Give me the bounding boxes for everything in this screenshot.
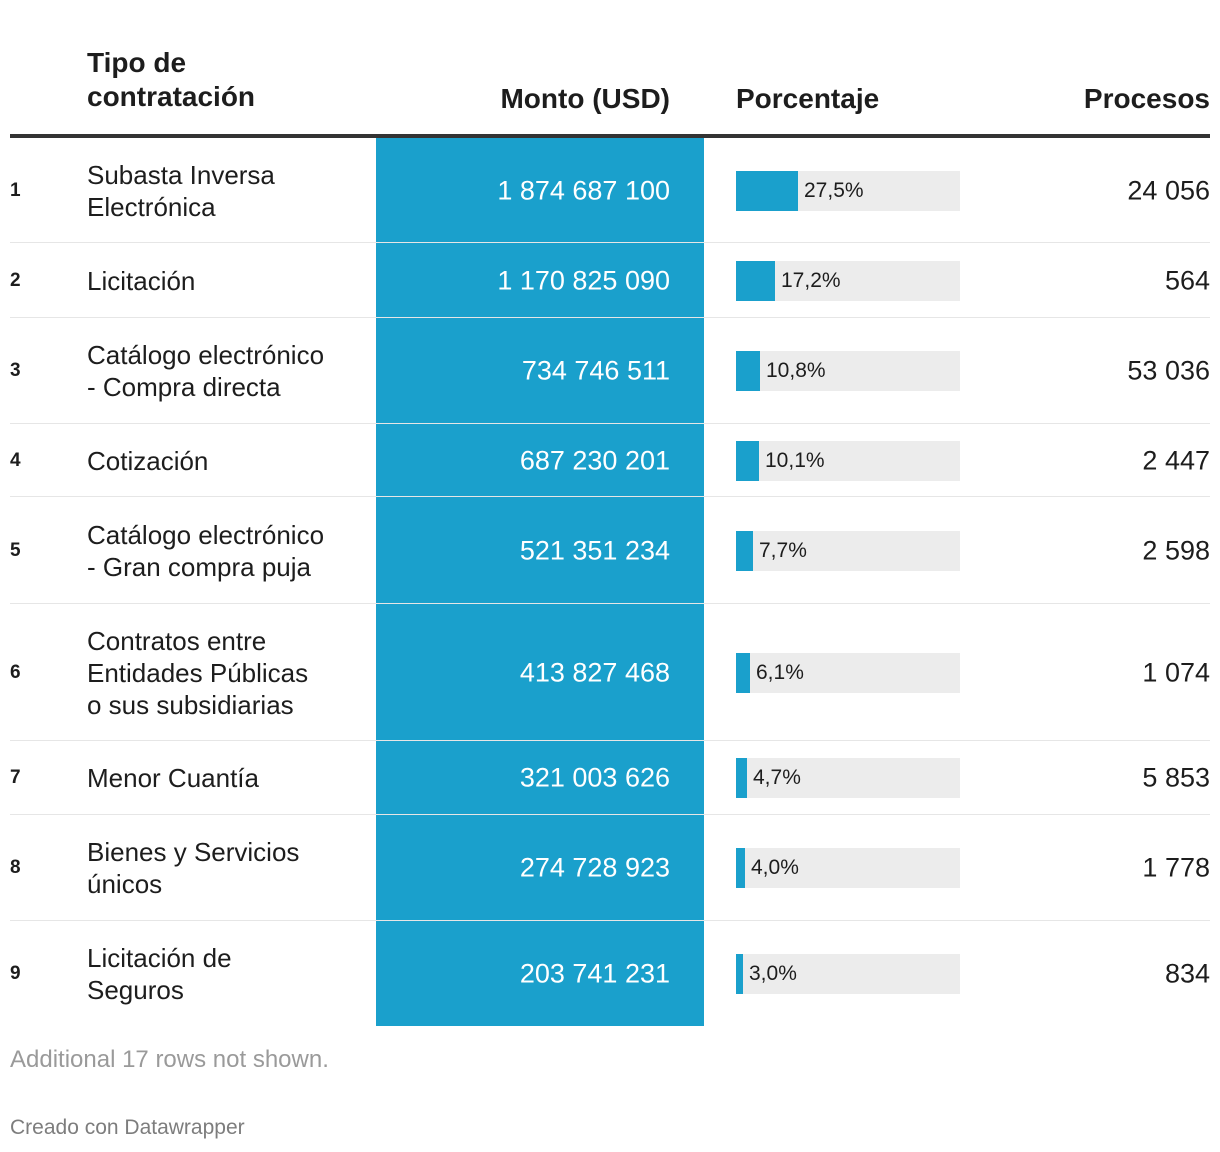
row-rank: 3 <box>10 360 21 381</box>
row-monto: 413 827 468 <box>519 657 670 687</box>
pct-bar <box>736 848 745 888</box>
row-divider <box>10 317 1210 318</box>
row-divider <box>10 603 1210 604</box>
row-procesos: 24 056 <box>1127 175 1210 205</box>
contract-table: Tipo de contratación Monto (USD) Porcent… <box>10 0 1210 1030</box>
row-tipo: Bienes y Servicios únicos <box>87 837 300 899</box>
row-tipo: Subasta Inversa Electrónica <box>87 159 275 222</box>
row-divider <box>10 814 1210 815</box>
table-row: 6 Contratos entre Entidades Públicas o sus … <box>10 604 1210 741</box>
credit: Creado con Datawrapper <box>10 1116 245 1139</box>
pct-label: 27,5% <box>804 178 864 202</box>
row-rank: 2 <box>10 269 21 291</box>
row-monto: 321 003 626 <box>519 762 670 793</box>
row-rank: 7 <box>10 767 21 788</box>
pct-label: 6,1% <box>756 660 804 684</box>
monto-column-highlight <box>376 138 704 1026</box>
pct-bar <box>736 953 743 994</box>
row-procesos: 834 <box>1164 958 1210 988</box>
row-procesos: 53 036 <box>1127 355 1210 386</box>
row-monto: 734 746 511 <box>521 355 670 386</box>
row-rank: 4 <box>10 449 21 471</box>
row-tipo: Catálogo electrónico - Compra directa <box>87 340 325 402</box>
row-monto: 1 170 825 090 <box>497 265 670 295</box>
pct-bar <box>736 758 747 798</box>
row-tipo: Cotización <box>87 445 209 476</box>
pct-label: 4,7% <box>753 766 801 789</box>
pct-bar <box>736 440 759 481</box>
row-procesos: 2 598 <box>1142 535 1210 565</box>
row-procesos: 564 <box>1164 265 1210 295</box>
pct-bar-track: 3,0% <box>736 953 960 994</box>
pct-label: 4,0% <box>751 856 799 879</box>
row-divider <box>10 496 1210 497</box>
table-row: 3 Catálogo electrónico - Compra directa 734… <box>10 318 1210 424</box>
row-procesos: 5 853 <box>1142 762 1210 793</box>
pct-bar-track: 17,2% <box>736 260 960 301</box>
pct-label: 10,1% <box>765 448 825 472</box>
pct-bar-track: 4,0% <box>736 848 960 888</box>
row-monto: 1 874 687 100 <box>497 175 670 205</box>
pct-bar-track: 10,8% <box>736 351 960 391</box>
row-monto: 274 728 923 <box>519 852 670 883</box>
pct-bar <box>736 530 753 571</box>
header-monto[interactable]: Monto (USD) <box>500 83 670 114</box>
table-row: 9 Licitación de Seguros 203 741 231 3,0% 834 <box>10 921 1210 1026</box>
pct-label: 10,8% <box>766 359 826 382</box>
pct-bar <box>736 652 750 693</box>
pct-label: 3,0% <box>749 961 797 985</box>
header-tipo[interactable]: Tipo de contratación <box>87 47 256 112</box>
row-rank: 9 <box>10 962 21 984</box>
row-monto: 521 351 234 <box>519 535 670 565</box>
header-procesos[interactable]: Procesos <box>1083 83 1210 114</box>
row-tipo: Menor Cuantía <box>87 763 259 793</box>
pct-bar-track: 10,1% <box>736 440 960 481</box>
pct-bar-track: 27,5% <box>736 170 960 211</box>
header-porcentaje[interactable]: Porcentaje <box>736 83 880 114</box>
table-row: 1 Subasta Inversa Electrónica 1 874 687 100… <box>10 138 1210 243</box>
row-procesos: 1 778 <box>1142 852 1210 883</box>
row-divider <box>10 740 1210 741</box>
row-rank: 8 <box>10 857 21 878</box>
row-divider <box>10 920 1210 921</box>
row-divider <box>10 423 1210 424</box>
row-monto: 203 741 231 <box>519 958 670 988</box>
table-row: 8 Bienes y Servicios únicos 274 728 923 4,0%… <box>10 815 1210 921</box>
row-rank: 6 <box>10 661 21 683</box>
pct-label: 7,7% <box>759 538 807 562</box>
row-monto: 687 230 201 <box>519 445 670 475</box>
pct-bar <box>736 351 760 391</box>
row-divider <box>10 242 1210 243</box>
row-tipo: Licitación de Seguros <box>87 942 232 1005</box>
pct-bar-track: 4,7% <box>736 758 960 798</box>
notes: Additional 17 rows not shown. <box>10 1046 329 1073</box>
row-tipo: Licitación <box>87 265 196 296</box>
row-rank: 5 <box>10 539 21 561</box>
row-procesos: 2 447 <box>1142 445 1210 475</box>
table-row: 2 Licitación 1 170 825 090 17,2% 564 <box>10 243 1210 318</box>
row-tipo: Contratos entre Entidades Públicas o sus s… <box>87 625 309 720</box>
pct-bar-track: 7,7% <box>736 530 960 571</box>
pct-label: 17,2% <box>781 268 841 292</box>
pct-bar <box>736 170 798 211</box>
row-rank: 1 <box>10 179 21 201</box>
header-rule <box>10 134 1210 138</box>
table-row: 5 Catálogo electrónico - Gran compra puja 5… <box>10 497 1210 604</box>
table-row: 4 Cotización 687 230 201 10,1% 2 447 <box>10 424 1210 497</box>
row-procesos: 1 074 <box>1142 657 1210 687</box>
row-tipo: Catálogo electrónico - Gran compra puja <box>87 519 325 582</box>
pct-bar <box>736 260 775 301</box>
table-row: 7 Menor Cuantía 321 003 626 4,7% 5 853 <box>10 741 1210 815</box>
pct-bar-track: 6,1% <box>736 652 960 693</box>
